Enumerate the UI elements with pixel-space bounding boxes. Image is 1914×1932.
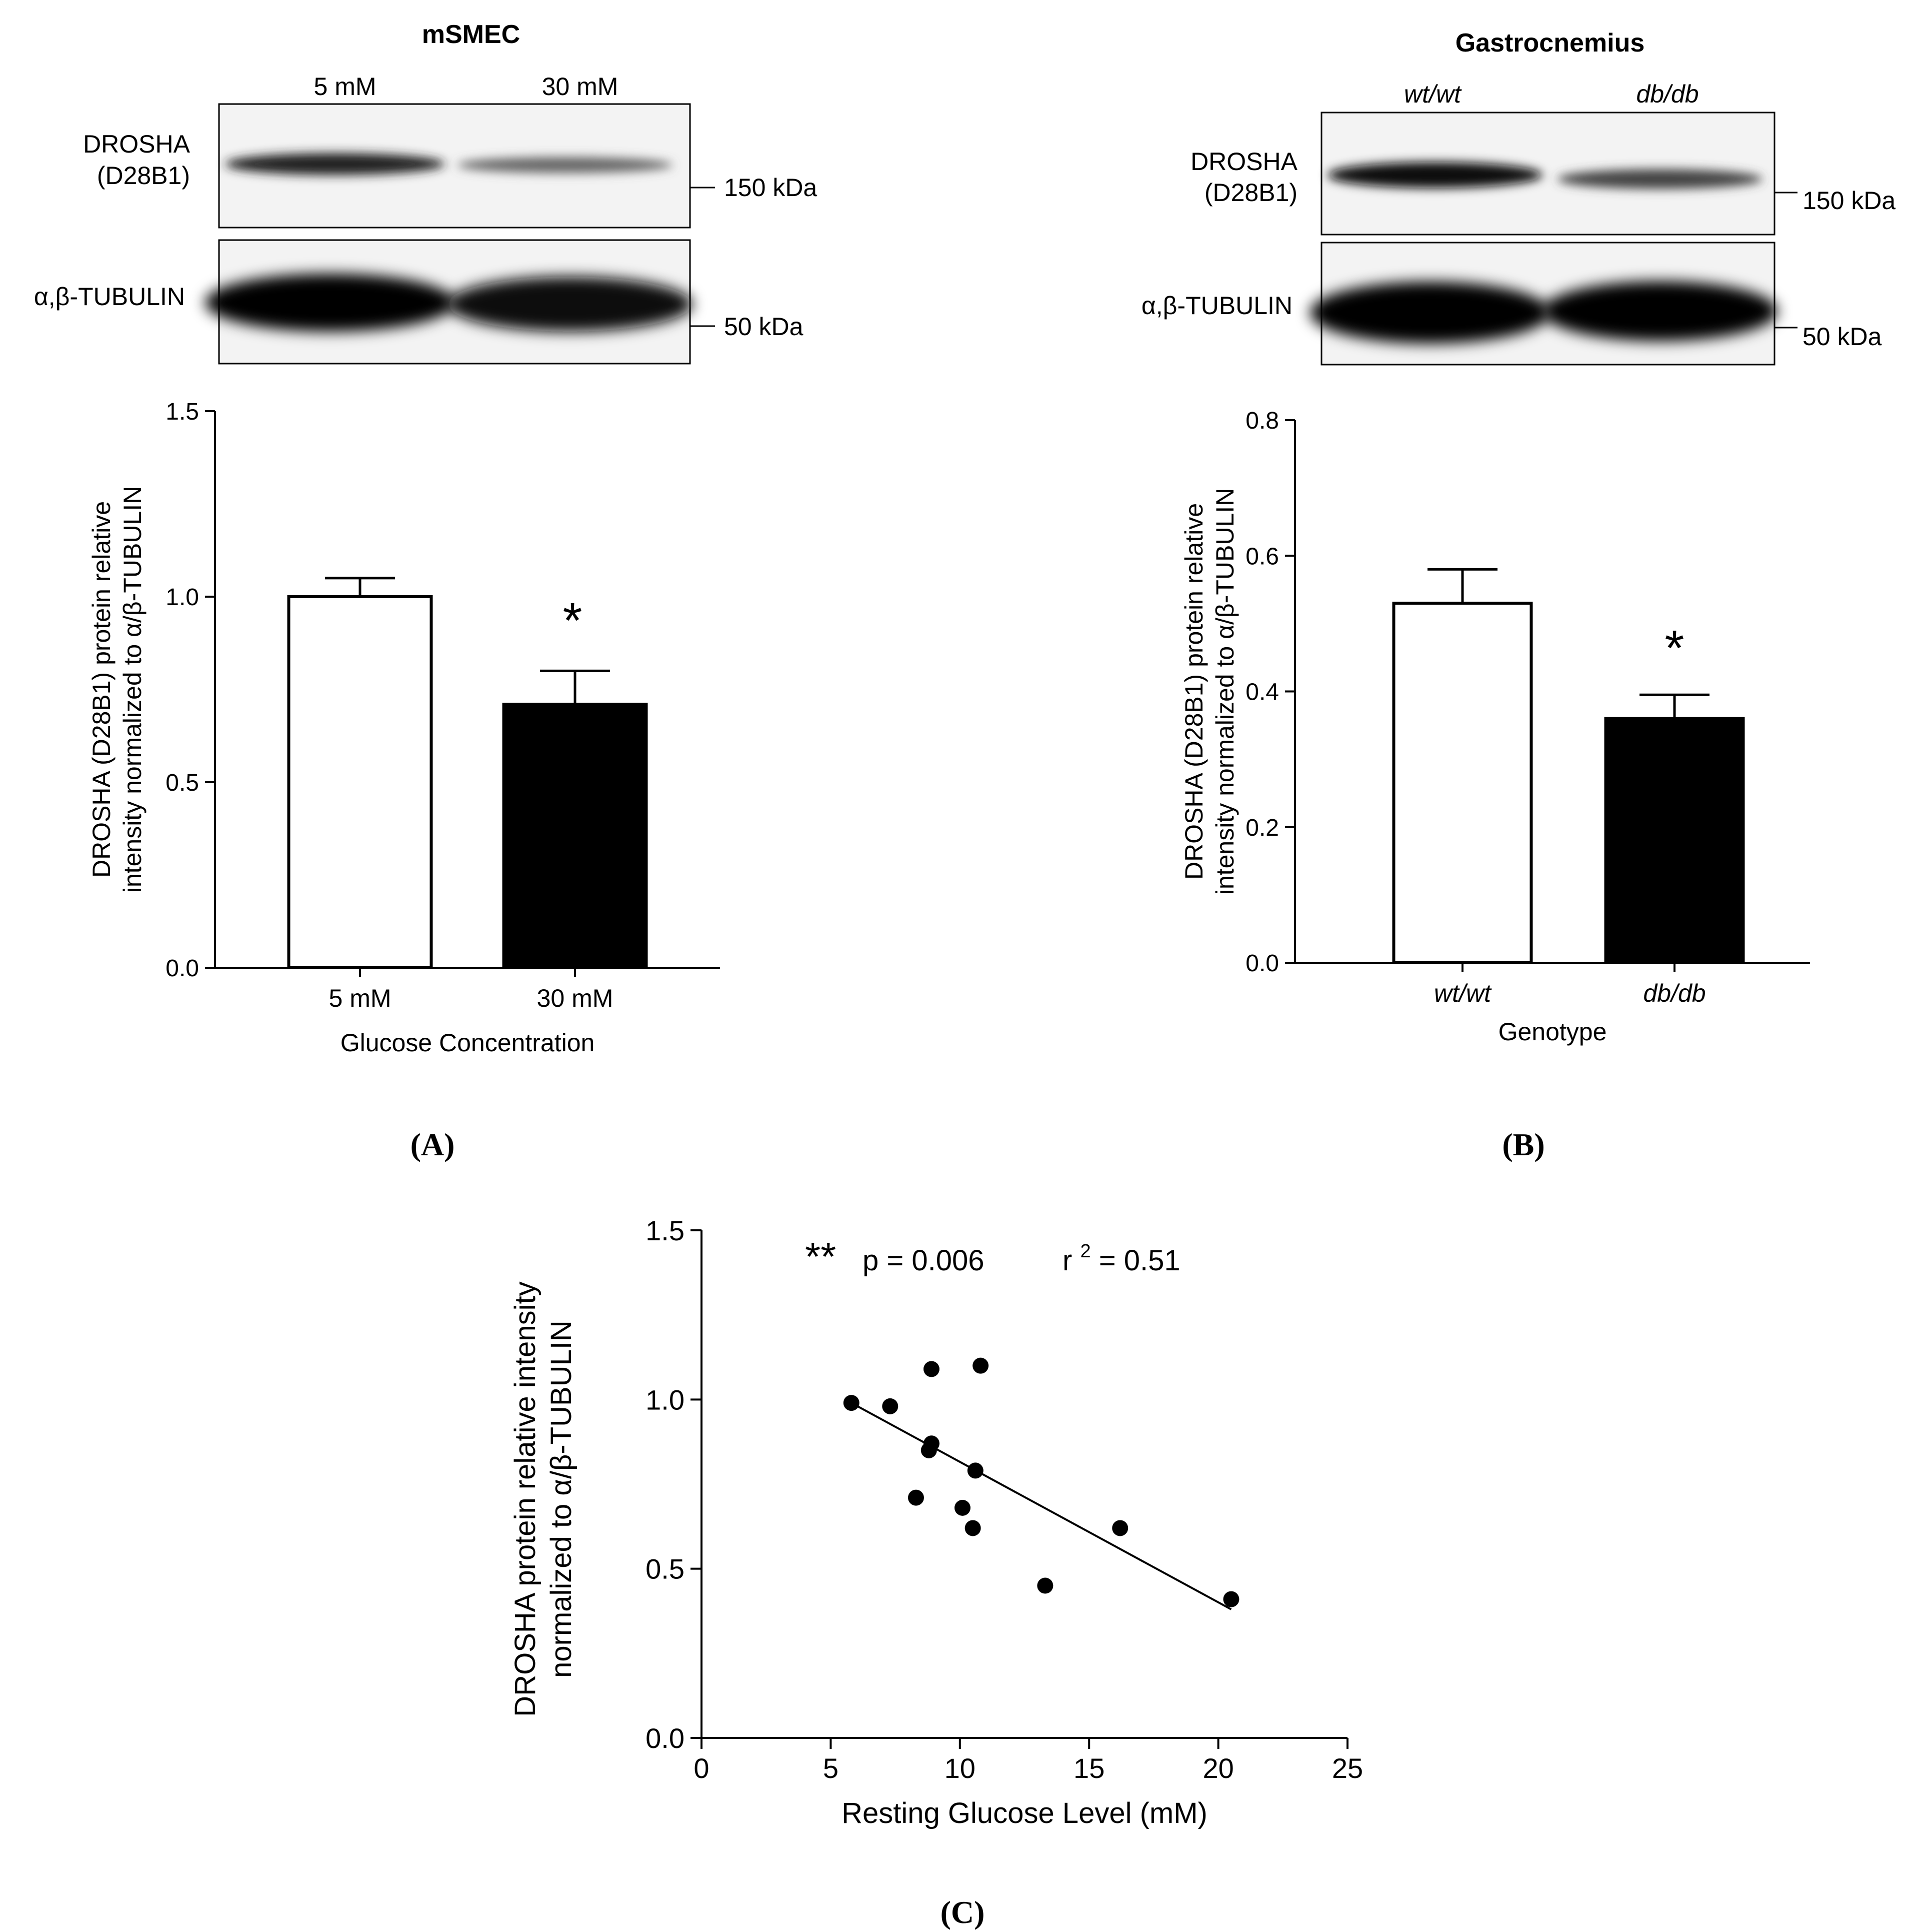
- panel-c-point-1: [843, 1395, 860, 1411]
- panel-c-annotation-r-sup: 2: [1080, 1241, 1090, 1262]
- panel-b-bar-1: [1392, 602, 1533, 964]
- panel-b-blot-title: Gastrocnemius: [1456, 29, 1645, 58]
- panel-a-y-tick-label-2: 0.5: [166, 770, 199, 796]
- panel-a-blot-title: mSMEC: [422, 20, 520, 49]
- panel-b-bar-2: [1604, 717, 1745, 964]
- panel-c-annotation-stars: **: [805, 1234, 836, 1279]
- panel-a-lane-label-2: 30 mM: [542, 73, 618, 101]
- panel-c-y-axis-label-line-1: DROSHA protein relative intensity: [509, 1281, 542, 1716]
- panel-c-point-8: [964, 1520, 981, 1536]
- panel-a-bar-2: [502, 703, 648, 970]
- panel-b-x-tick-label-2: db/db: [1643, 979, 1706, 1007]
- panel-b-row2-label: α,β-TUBULIN: [1142, 292, 1292, 320]
- panel-c-y-axis-label-line-2: normalized to α/β-TUBULIN: [545, 1320, 578, 1678]
- panel-c-y-tick-label-3: 1.0: [646, 1384, 684, 1415]
- panel-b-y-axis-label-line-2: intensity normalized to α/β-TUBULIN: [1211, 488, 1239, 895]
- panel-a-blot: mSMEC 5 mM 30 mM DROSHA (D28B1) α,β-TUBU…: [34, 20, 817, 365]
- panel-b-x-tick-label-1: wt/wt: [1434, 979, 1492, 1007]
- panel-c-point-12: [1112, 1520, 1128, 1536]
- panel-c-fit-line: [850, 1402, 1232, 1610]
- panel-c-point-7: [954, 1499, 970, 1516]
- panel-c-annotation-p: p = 0.006: [862, 1244, 984, 1277]
- panel-a-x-tick-label-2: 30 mM: [537, 984, 614, 1012]
- panel-b-y-axis-label-line-1: DROSHA (D28B1) protein relative: [1180, 503, 1208, 880]
- panel-a-band-drosha-1: [225, 153, 445, 175]
- panel-c-annotation: ** p = 0.006 r 2 = 0.51: [805, 1231, 1180, 1279]
- panel-a-marker2-label: 50 kDa: [724, 313, 804, 341]
- panel-a-significance-star: *: [563, 593, 582, 649]
- panel-b-y-tick-label-1: 0.0: [1246, 950, 1279, 977]
- panel-b-marker2-label: 50 kDa: [1802, 323, 1882, 351]
- panel-c-y-tick-label-2: 0.5: [646, 1553, 684, 1585]
- panel-a-x-tick-label-1: 5 mM: [329, 984, 392, 1012]
- panel-b-row1-label-line1: DROSHA: [1190, 148, 1298, 176]
- panel-b-band-drosha-1: [1328, 162, 1542, 188]
- panel-b-y-tick-label-4: 0.6: [1246, 543, 1279, 570]
- panel-a-y-axis-label-line-2: intensity normalized to α/β-TUBULIN: [118, 486, 146, 893]
- panel-c-y-axis-label: DROSHA protein relative intensity normali…: [509, 1281, 578, 1716]
- panel-b-lane-label-1: wt/wt: [1404, 80, 1462, 108]
- panel-c-point-11: [1037, 1577, 1054, 1594]
- panel-a-band-drosha-2: [458, 157, 672, 173]
- panel-a-lane-label-1: 5 mM: [314, 73, 376, 101]
- panel-c-y-tick-label-1: 0.0: [646, 1722, 684, 1754]
- panel-c-annotation-r: r: [1062, 1244, 1072, 1277]
- panel-b-band-tubulin-2: [1542, 281, 1778, 341]
- panel-b-x-axis-label: Genotype: [1498, 1018, 1607, 1046]
- panel-c-x-tick-label-2: 5: [823, 1752, 838, 1784]
- panel-a-y-tick-label-1: 0.0: [166, 955, 199, 982]
- panel-b-bar-chart: wt/wt db/db 0.0 0.2 0.4 0.6 0.8 Genotype DROSHA …: [1180, 408, 1810, 1046]
- panel-b-y-tick-label-2: 0.2: [1246, 815, 1279, 841]
- panel-b-marker1-label: 150 kDa: [1802, 187, 1896, 215]
- panel-b-significance-star: *: [1665, 620, 1684, 676]
- panel-a-band-tubulin-2: [448, 277, 692, 332]
- panel-c-point-2: [882, 1398, 898, 1414]
- panel-b-y-tick-label-3: 0.4: [1246, 679, 1279, 706]
- panel-a-y-tick-label-3: 1.0: [166, 584, 199, 611]
- panel-c-point-3: [908, 1489, 924, 1506]
- panel-c-annotation-r-value: = 0.51: [1099, 1244, 1180, 1277]
- panel-c-point-6: [923, 1361, 940, 1377]
- panel-a-row1-label-line2: (D28B1): [97, 162, 190, 190]
- panel-a-bar-1: [287, 595, 433, 969]
- panel-c-point-10: [972, 1357, 989, 1374]
- panel-b-band-tubulin-1: [1310, 282, 1550, 344]
- panel-c-point-13: [1223, 1591, 1240, 1607]
- panel-a-label: (A): [410, 1127, 455, 1162]
- panel-a-bar-chart: 5 mM 30 mM 0.0 0.5 1.0 1.5 Glucose Concentrati…: [88, 399, 720, 1057]
- panel-b-y-tick-label-5: 0.8: [1246, 408, 1279, 434]
- panel-c-x-tick-label-1: 0: [694, 1752, 709, 1784]
- panel-c-x-tick-label-4: 15: [1074, 1752, 1104, 1784]
- panel-a-y-axis-label-line-1: DROSHA (D28B1) protein relative: [88, 501, 116, 878]
- panel-b-lane-label-2: db/db: [1636, 80, 1698, 108]
- panel-b-y-axis-label: DROSHA (D28B1) protein relative intensity…: [1180, 488, 1239, 895]
- panel-b-blot: Gastrocnemius wt/wt db/db DROSHA (D28B1)…: [1142, 29, 1896, 366]
- panel-c-x-axis-label: Resting Glucose Level (mM): [842, 1797, 1208, 1829]
- panel-c-point-5: [923, 1435, 940, 1452]
- panel-a-marker1-label: 150 kDa: [724, 174, 817, 202]
- panel-c-x-tick-label-3: 10: [944, 1752, 976, 1784]
- panel-b-label: (B): [1502, 1127, 1544, 1162]
- panel-c-x-tick-label-6: 25: [1332, 1752, 1363, 1784]
- panel-a-y-tick-label-4: 1.5: [166, 399, 199, 425]
- panel-c-scatter-chart: 0.0 0.5 1.0 1.5 0 5 10 15 20 25 Resting Glucose Le…: [509, 1215, 1363, 1829]
- panel-a-band-tubulin-1: [205, 274, 455, 332]
- panel-a-x-axis-label: Glucose Concentration: [340, 1029, 595, 1057]
- panel-c-point-9: [967, 1462, 984, 1479]
- panel-b-row1-label-line2: (D28B1): [1204, 179, 1298, 207]
- panel-a-row2-label: α,β-TUBULIN: [34, 283, 185, 311]
- panel-c-label: (C): [940, 1894, 985, 1930]
- panel-c-y-tick-label-4: 1.5: [646, 1215, 684, 1246]
- panel-b-band-drosha-2: [1558, 169, 1762, 189]
- panel-a-y-axis-label: DROSHA (D28B1) protein relative intensity…: [88, 486, 146, 893]
- panel-c-x-tick-label-5: 20: [1202, 1752, 1234, 1784]
- panel-a-row1-label-line1: DROSHA: [83, 130, 190, 158]
